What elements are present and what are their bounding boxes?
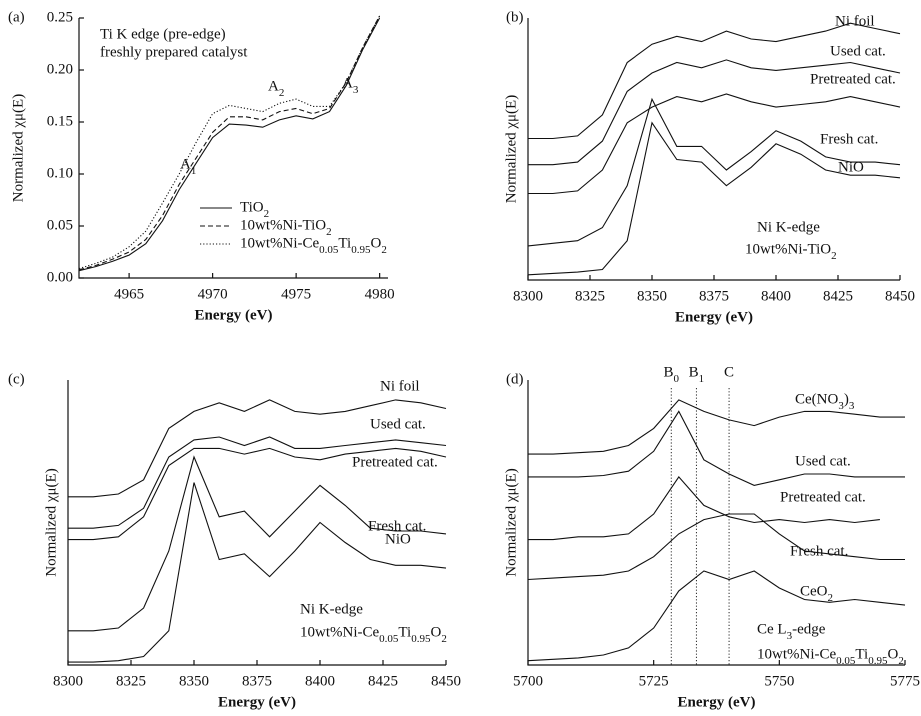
y-axis-title: Normalized χμ(E) — [503, 468, 519, 576]
x-axis-title: Energy (eV) — [218, 694, 296, 710]
spectrum-line — [68, 436, 447, 529]
curve-label: Fresh cat. — [368, 518, 426, 534]
curve-label: Used cat. — [370, 416, 426, 432]
curve-label: Fresh cat. — [820, 131, 878, 147]
x-tick-label: 8375 — [242, 673, 272, 689]
panel-title: Ti K edge (pre-edge) — [100, 26, 226, 42]
spectrum-line — [527, 570, 906, 662]
spectrum-line — [68, 447, 447, 541]
x-tick-label: 5725 — [639, 673, 669, 689]
curve-label: Pretreated cat. — [810, 71, 896, 87]
curve-label: Used cat. — [795, 453, 851, 469]
spectrum-line — [527, 97, 901, 247]
x-tick-label: 8300 — [513, 288, 543, 304]
x-tick-label: 8450 — [431, 673, 461, 689]
spectrum-line — [527, 121, 901, 276]
y-tick-label: 0.10 — [47, 165, 73, 181]
curve-label: Fresh cat. — [790, 543, 848, 559]
x-axis-title: Energy (eV) — [675, 309, 753, 325]
spectrum-line — [78, 17, 381, 272]
feature-label: C — [724, 364, 734, 380]
y-axis-title: Normalized χμ(E) — [10, 94, 26, 202]
curve-label: Pretreated cat. — [352, 454, 438, 470]
spectrum-line — [68, 482, 447, 663]
spectrum-line — [528, 476, 880, 541]
x-tick-label: 8300 — [53, 673, 83, 689]
y-tick-label: 0.00 — [47, 269, 73, 285]
axis-line — [527, 380, 905, 666]
x-tick-label: 8400 — [305, 673, 335, 689]
legend-label: TiO2 — [240, 199, 269, 219]
spectrum-line — [68, 455, 447, 632]
x-tick-label: 4970 — [198, 286, 228, 302]
y-tick-label: 0.25 — [47, 9, 73, 25]
peak-annotation: A3 — [342, 75, 359, 95]
curve-label: NiO — [838, 159, 864, 175]
x-tick-label: 8400 — [761, 288, 791, 304]
x-axis-title: Energy (eV) — [195, 307, 273, 323]
spectrum-line — [528, 399, 905, 455]
y-axis-title: Normalized χμ(E) — [503, 95, 519, 203]
panel-note: 10wt%Ni-Ce0.05Ti0.95O2 — [300, 624, 447, 644]
panel-title: freshly prepared catalyst — [100, 44, 248, 60]
x-tick-label: 8350 — [179, 673, 209, 689]
x-tick-label: 8450 — [885, 288, 915, 304]
panel-label: (d) — [506, 371, 524, 387]
curve-label: Pretreated cat. — [780, 489, 866, 505]
spectrum-line — [78, 15, 381, 270]
spectrum-line — [528, 59, 901, 166]
x-axis-title: Energy (eV) — [678, 694, 756, 710]
x-tick-label: 8325 — [575, 288, 605, 304]
peak-annotation: A2 — [268, 78, 284, 98]
curve-label: Ni foil — [835, 13, 875, 29]
panel-label: (c) — [8, 371, 25, 387]
spectrum-line — [527, 513, 905, 581]
x-tick-label: 4980 — [365, 286, 395, 302]
x-tick-label: 5750 — [764, 673, 794, 689]
y-tick-label: 0.15 — [47, 113, 73, 129]
panel-note: Ni K-edge — [757, 219, 820, 235]
panel-label: (a) — [8, 9, 25, 25]
curve-label: Ce(NO3)3 — [795, 391, 855, 411]
legend-label: 10wt%Ni-Ce0.05Ti0.95O2 — [240, 235, 387, 255]
curve-label: Used cat. — [830, 43, 886, 59]
spectrum-line — [68, 399, 447, 498]
panel-label: (b) — [506, 9, 524, 25]
x-tick-label: 8350 — [637, 288, 667, 304]
curve-label: Ni foil — [380, 378, 420, 394]
spectrum-line — [528, 22, 901, 140]
x-tick-label: 8325 — [116, 673, 146, 689]
curve-label: NiO — [385, 531, 411, 547]
x-tick-label: 8375 — [699, 288, 729, 304]
panel-note: 10wt%Ni-Ce0.05Ti0.95O2 — [757, 646, 904, 666]
x-tick-label: 4975 — [281, 286, 311, 302]
peak-annotation: A1 — [180, 156, 196, 176]
x-tick-label: 8425 — [823, 288, 853, 304]
x-tick-label: 5775 — [890, 673, 920, 689]
y-tick-label: 0.05 — [47, 217, 73, 233]
x-tick-label: 5700 — [513, 673, 543, 689]
spectrum-line — [528, 410, 905, 486]
curve-label: CeO2 — [800, 583, 833, 603]
x-tick-label: 8425 — [368, 673, 398, 689]
y-tick-label: 0.20 — [47, 61, 73, 77]
x-tick-label: 4965 — [114, 286, 144, 302]
panel-note: Ce L3-edge — [757, 621, 826, 641]
legend-label: 10wt%Ni-TiO2 — [240, 217, 332, 237]
feature-label: B1 — [689, 364, 705, 384]
panel-note: Ni K-edge — [300, 601, 363, 617]
panel-note: 10wt%Ni-TiO2 — [745, 241, 837, 261]
spectrum-line — [528, 93, 901, 195]
y-axis-title: Normalized χμ(E) — [43, 468, 59, 576]
feature-label: B0 — [664, 364, 680, 384]
